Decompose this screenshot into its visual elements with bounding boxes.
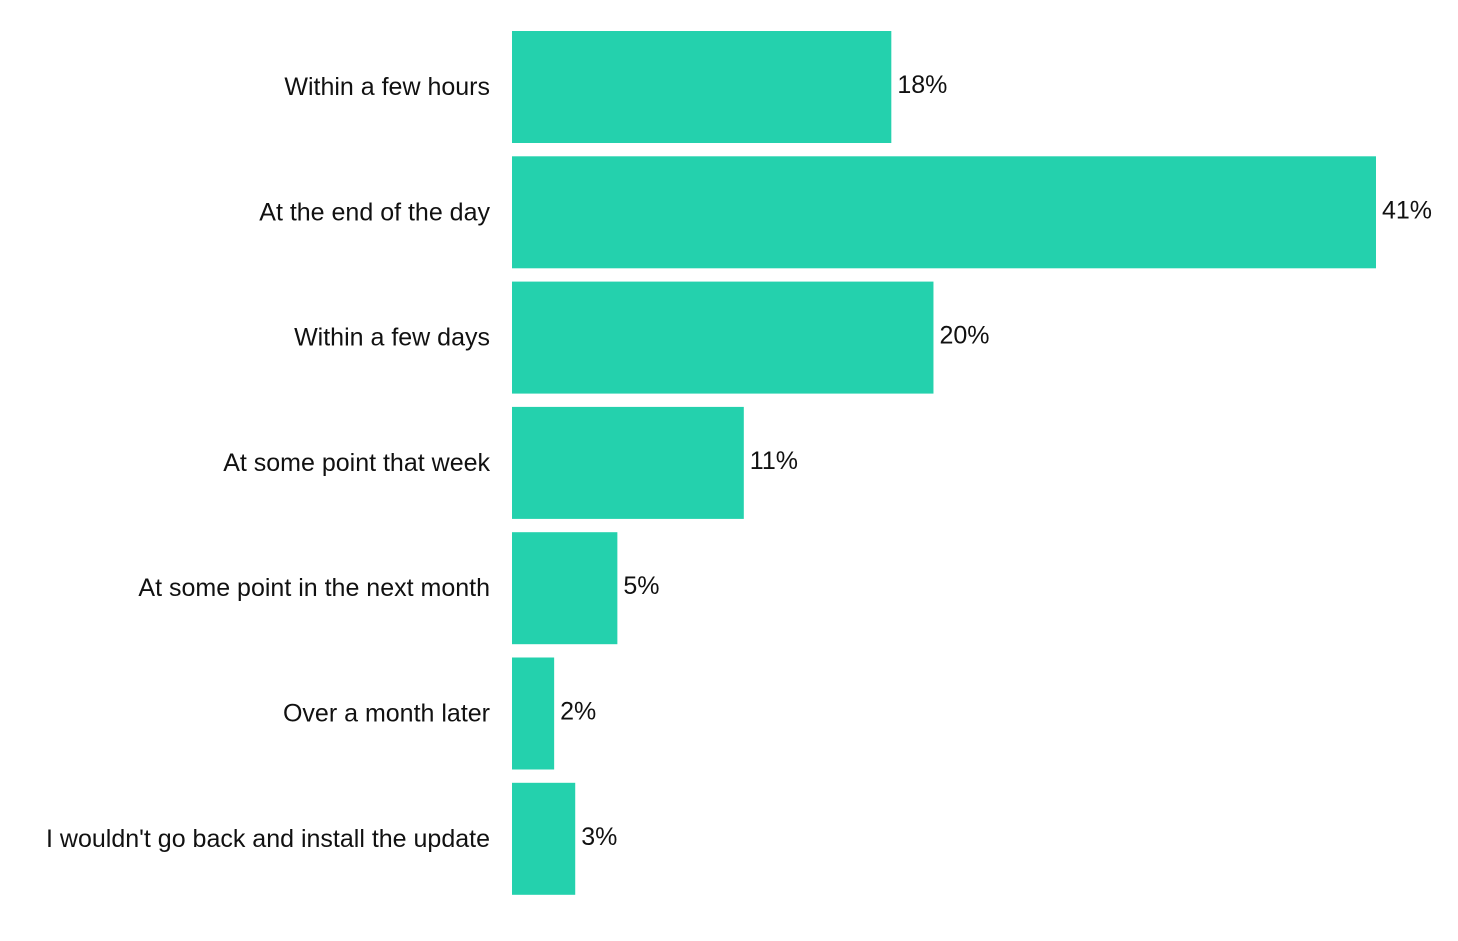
value-label: 2%: [560, 698, 596, 726]
bar: [512, 31, 892, 143]
bar-group: At some point in the next month 5%: [138, 532, 660, 645]
category-label: Over a month later: [283, 700, 490, 728]
value-label: 18%: [897, 71, 947, 99]
value-label: 3%: [581, 823, 617, 851]
bar-group: At the end of the day 41%: [259, 156, 1432, 269]
bar-group: I wouldn't go back and install the updat…: [46, 782, 617, 895]
bar-group: Over a month later 2%: [283, 657, 596, 770]
bar: [512, 156, 1376, 269]
category-label: Within a few hours: [284, 73, 490, 101]
bar-group: Within a few hours 18%: [284, 31, 947, 143]
bar: [512, 532, 618, 645]
category-label: I wouldn't go back and install the updat…: [46, 825, 490, 853]
bar: [512, 406, 744, 519]
bar: [512, 281, 934, 394]
bar-group: At some point that week 11%: [223, 406, 798, 519]
category-label: At some point that week: [223, 449, 490, 477]
value-label: 5%: [623, 572, 659, 600]
bar: [512, 782, 576, 895]
category-label: At the end of the day: [259, 198, 490, 226]
value-label: 41%: [1382, 196, 1432, 224]
value-label: 11%: [750, 447, 798, 475]
bar-group: Within a few days 20%: [294, 281, 990, 394]
bar: [512, 657, 555, 770]
category-label: Within a few days: [294, 324, 490, 352]
value-label: 20%: [939, 322, 989, 350]
category-label: At some point in the next month: [138, 574, 490, 602]
